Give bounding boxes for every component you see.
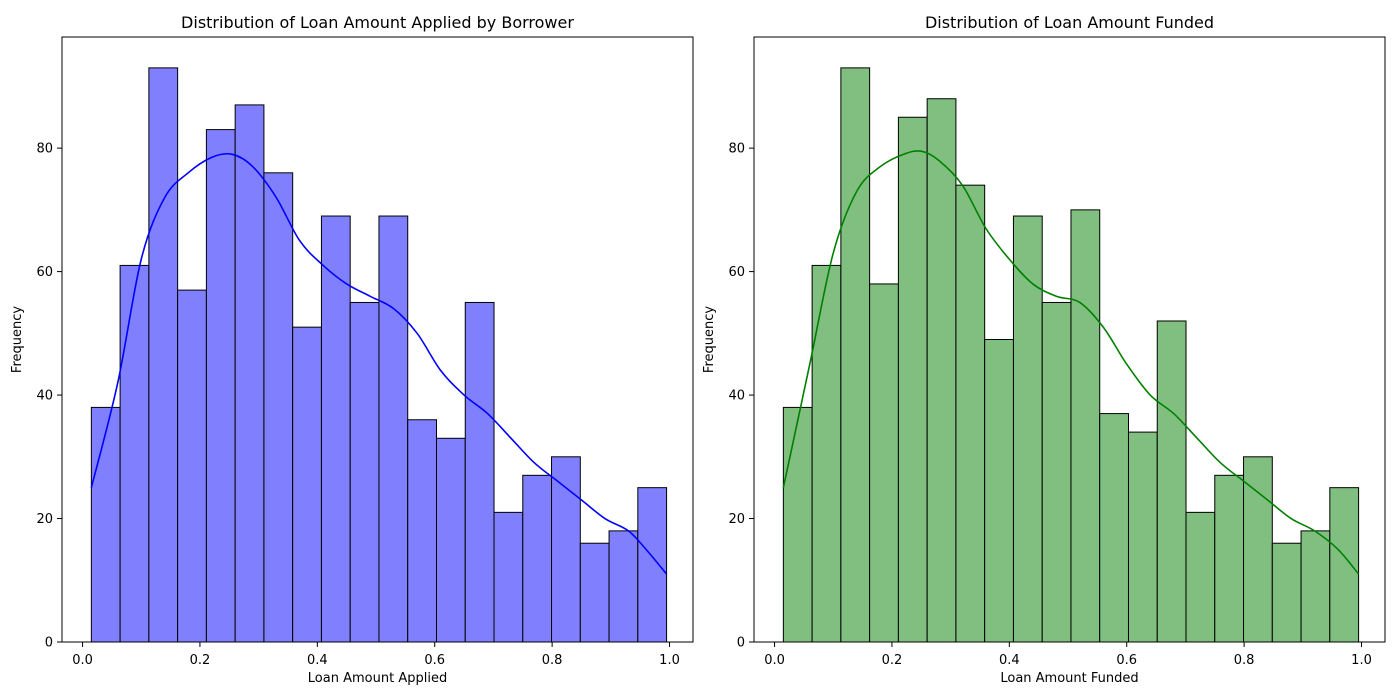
histogram-bar bbox=[1099, 413, 1129, 643]
y-tick-label: 80 bbox=[36, 142, 53, 157]
histogram-bar bbox=[1070, 209, 1101, 643]
histogram-bar bbox=[551, 456, 581, 643]
histogram-bar bbox=[234, 104, 265, 643]
histogram-bar bbox=[177, 289, 207, 643]
x-tick-label: 0.4 bbox=[307, 653, 328, 668]
histogram-bar bbox=[637, 487, 668, 643]
histogram-bar bbox=[840, 67, 871, 643]
histogram-bar bbox=[464, 301, 495, 643]
histogram-bar bbox=[493, 511, 524, 643]
x-tick-label: 0.2 bbox=[190, 653, 211, 668]
x-tick-label: 0.0 bbox=[72, 653, 93, 668]
histogram-bar bbox=[119, 264, 150, 643]
histogram-bar bbox=[811, 264, 842, 643]
x-tick-label: 0.8 bbox=[1234, 653, 1255, 668]
histogram-bar bbox=[608, 530, 639, 643]
kde-curve bbox=[782, 150, 1360, 575]
x-tick-label: 0.8 bbox=[542, 653, 563, 668]
y-tick-label: 60 bbox=[36, 265, 53, 280]
y-tick-label: 20 bbox=[728, 512, 745, 527]
y-tick-label: 20 bbox=[36, 512, 53, 527]
histogram-bar bbox=[1156, 320, 1187, 643]
chart-panel-2: 0.0 0.2 0.4 0.6 0.8 1.0 0 20 40 60 80 Distribution … bbox=[702, 13, 1386, 686]
x-axis-label: Loan Amount Applied bbox=[308, 671, 447, 686]
histogram-bar bbox=[1041, 301, 1072, 643]
chart-title: Distribution of Loan Amount Applied by B… bbox=[181, 13, 574, 32]
histogram-bar bbox=[1185, 511, 1216, 643]
histogram-bar bbox=[1127, 431, 1158, 643]
chart-panel-1: 0.0 0.2 0.4 0.6 0.8 1.0 0 20 40 60 80 Distribution … bbox=[10, 13, 694, 686]
histogram-bar bbox=[148, 67, 179, 643]
plot-frame bbox=[753, 36, 1386, 643]
y-tick-label: 80 bbox=[728, 142, 745, 157]
histogram-bar bbox=[1329, 487, 1360, 643]
histogram-bar bbox=[1271, 542, 1302, 643]
y-tick-label: 0 bbox=[45, 636, 53, 651]
histogram-bar bbox=[869, 283, 899, 643]
histogram-bar bbox=[897, 116, 928, 643]
histogram-bar bbox=[1214, 474, 1245, 643]
kde-curve bbox=[90, 152, 668, 575]
y-axis-label: Frequency bbox=[10, 306, 25, 373]
histogram-bar bbox=[263, 172, 294, 643]
x-tick-label: 0.0 bbox=[764, 653, 785, 668]
histogram-bar bbox=[292, 326, 322, 643]
histogram-bar bbox=[782, 406, 813, 643]
histogram-bar bbox=[955, 184, 986, 643]
histogram-bar bbox=[522, 474, 553, 643]
histogram-bar bbox=[320, 215, 351, 643]
histogram-bar bbox=[579, 542, 610, 643]
histogram-bar bbox=[435, 437, 466, 643]
histogram-bar bbox=[349, 301, 380, 643]
y-tick-label: 40 bbox=[728, 389, 745, 404]
y-tick-label: 0 bbox=[737, 636, 745, 651]
histogram-bar bbox=[926, 98, 957, 643]
x-tick-label: 0.2 bbox=[882, 653, 903, 668]
x-axis-label: Loan Amount Funded bbox=[1000, 671, 1138, 686]
x-tick-label: 0.6 bbox=[1116, 653, 1137, 668]
histogram-bar bbox=[90, 406, 121, 643]
histogram-bar bbox=[984, 339, 1014, 643]
x-tick-label: 0.4 bbox=[999, 653, 1020, 668]
histogram-bar bbox=[378, 215, 409, 643]
histogram-bar bbox=[407, 419, 437, 643]
chart-title: Distribution of Loan Amount Funded bbox=[925, 13, 1214, 32]
x-tick-label: 1.0 bbox=[659, 653, 680, 668]
histogram-bar bbox=[205, 129, 236, 643]
plot-frame bbox=[61, 36, 694, 643]
x-tick-label: 0.6 bbox=[424, 653, 445, 668]
y-axis-label: Frequency bbox=[702, 306, 717, 373]
y-tick-label: 40 bbox=[36, 389, 53, 404]
y-tick-label: 60 bbox=[728, 265, 745, 280]
histogram-bar bbox=[1300, 530, 1331, 643]
x-tick-label: 1.0 bbox=[1351, 653, 1372, 668]
